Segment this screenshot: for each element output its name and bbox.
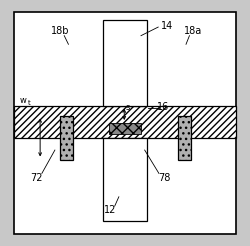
Text: w: w	[20, 96, 26, 105]
Bar	[60, 116, 73, 160]
Bar	[178, 116, 192, 160]
Text: 14: 14	[161, 21, 173, 31]
Text: 16: 16	[157, 102, 169, 112]
Bar	[14, 106, 236, 138]
Text: t: t	[28, 100, 30, 106]
Text: 72: 72	[30, 173, 43, 183]
Text: 18b: 18b	[50, 26, 69, 36]
Bar	[103, 138, 147, 221]
Bar	[103, 20, 147, 106]
Text: 18a: 18a	[184, 26, 202, 36]
Text: s: s	[125, 103, 130, 111]
Bar	[109, 123, 141, 134]
Text: 12: 12	[104, 205, 117, 215]
Text: 78: 78	[158, 173, 170, 183]
